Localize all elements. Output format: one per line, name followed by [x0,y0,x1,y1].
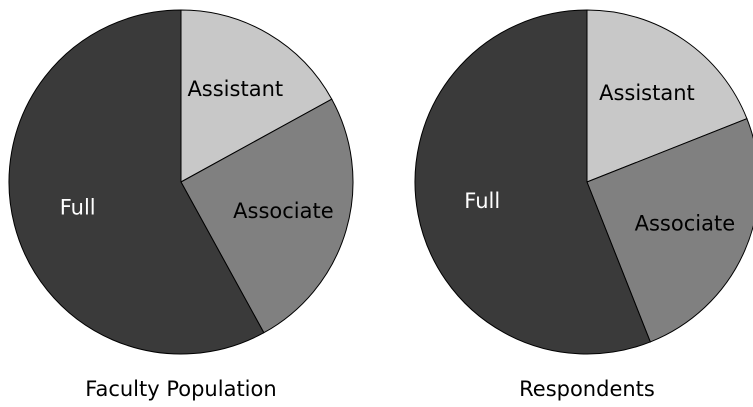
slice-label: Associate [233,199,334,223]
pie-slice [8,9,265,355]
slice-label: Assistant [599,81,695,105]
slice-label: Full [60,196,96,220]
pie-slice [180,98,354,334]
slice-label: Associate [635,211,736,235]
chart-title: Faculty Population [85,377,276,401]
slice-label: Full [464,189,500,213]
chart-title: Respondents [519,377,655,401]
pie-slice [180,9,333,183]
slice-label: Assistant [187,77,283,101]
pie-slice [586,9,748,183]
pie-slice [414,9,651,355]
